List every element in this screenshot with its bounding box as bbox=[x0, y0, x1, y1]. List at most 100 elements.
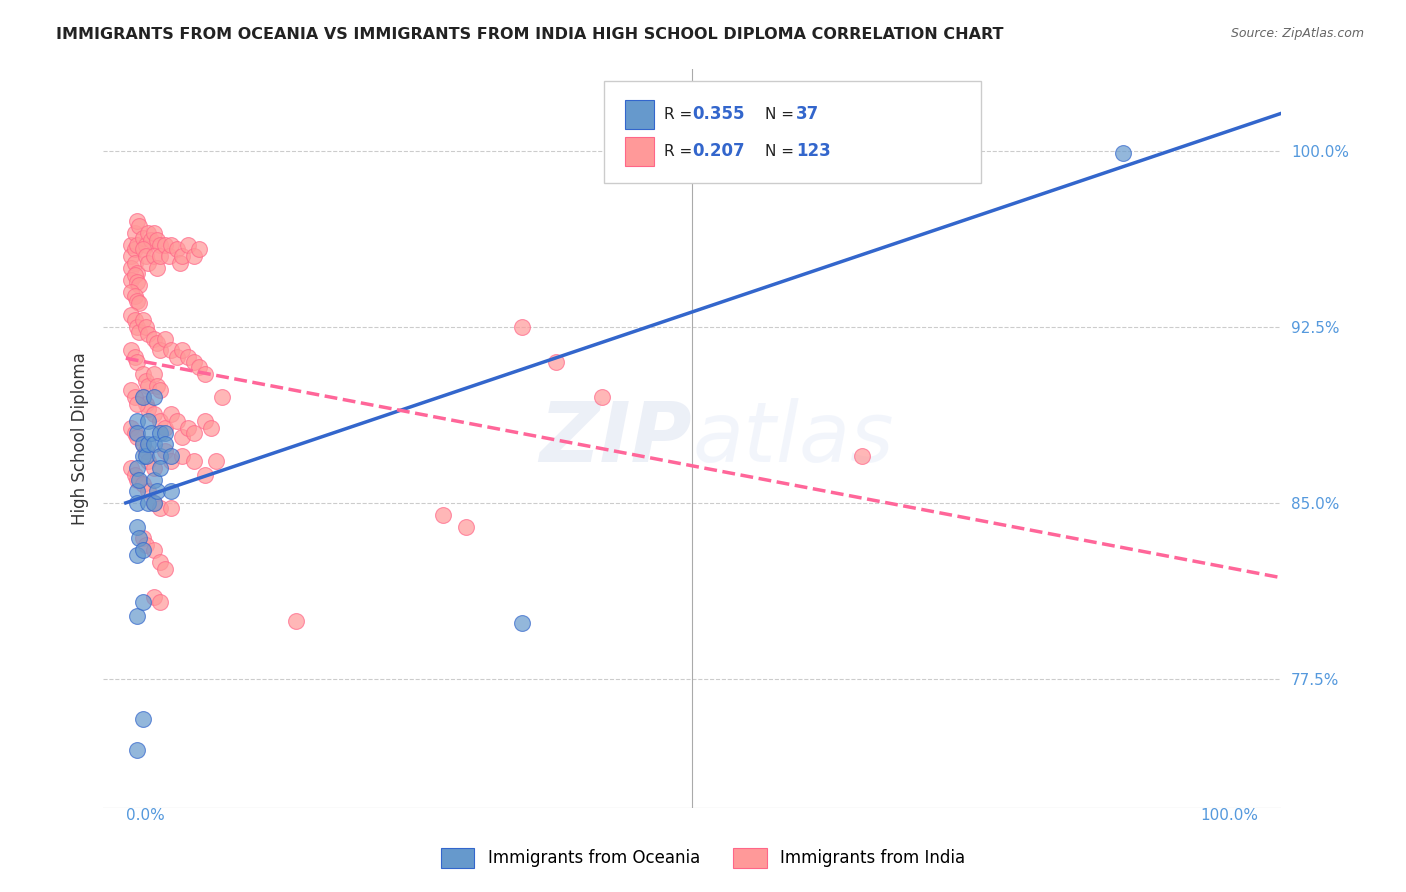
Immigrants from India bbox=[132, 532, 155, 546]
Immigrants from India bbox=[120, 461, 142, 475]
Immigrants from India bbox=[160, 407, 183, 421]
Immigrants from Oceania bbox=[127, 461, 149, 475]
Immigrants from Oceania bbox=[127, 414, 149, 428]
Immigrants from India bbox=[135, 444, 157, 458]
Immigrants from Oceania bbox=[132, 391, 155, 405]
Immigrants from India bbox=[127, 266, 149, 280]
Immigrants from India bbox=[138, 256, 160, 270]
Text: IMMIGRANTS FROM OCEANIA VS IMMIGRANTS FROM INDIA HIGH SCHOOL DIPLOMA CORRELATION: IMMIGRANTS FROM OCEANIA VS IMMIGRANTS FR… bbox=[56, 27, 1004, 42]
Immigrants from India bbox=[149, 237, 172, 252]
Immigrants from India bbox=[128, 219, 150, 233]
Immigrants from India bbox=[149, 414, 172, 428]
Immigrants from India bbox=[132, 391, 155, 405]
Immigrants from Oceania bbox=[155, 425, 177, 440]
Immigrants from India bbox=[138, 226, 160, 240]
Immigrants from India bbox=[177, 351, 200, 365]
Immigrants from India bbox=[155, 332, 177, 346]
Immigrants from India bbox=[127, 355, 149, 369]
Immigrants from India bbox=[155, 421, 177, 435]
Immigrants from India bbox=[546, 355, 568, 369]
Immigrants from Oceania bbox=[127, 548, 149, 562]
Immigrants from India bbox=[146, 233, 169, 247]
Immigrants from Oceania bbox=[143, 391, 166, 405]
Legend: Immigrants from Oceania, Immigrants from India: Immigrants from Oceania, Immigrants from… bbox=[434, 841, 972, 875]
Immigrants from Oceania bbox=[132, 595, 155, 609]
Immigrants from Oceania bbox=[138, 496, 160, 510]
Immigrants from India bbox=[155, 562, 177, 576]
FancyBboxPatch shape bbox=[626, 100, 654, 129]
Immigrants from India bbox=[135, 249, 157, 263]
Immigrants from India bbox=[127, 320, 149, 334]
Immigrants from India bbox=[188, 359, 211, 374]
Immigrants from India bbox=[160, 500, 183, 515]
Immigrants from India bbox=[200, 421, 222, 435]
Immigrants from India bbox=[132, 437, 155, 451]
Text: ZIP: ZIP bbox=[540, 398, 692, 479]
Immigrants from India bbox=[143, 226, 166, 240]
Immigrants from India bbox=[169, 256, 191, 270]
Text: R =: R = bbox=[664, 144, 697, 159]
FancyBboxPatch shape bbox=[603, 81, 981, 183]
Immigrants from India bbox=[146, 336, 169, 351]
Y-axis label: High School Diploma: High School Diploma bbox=[72, 352, 89, 524]
Immigrants from India bbox=[143, 590, 166, 604]
Immigrants from India bbox=[149, 384, 172, 398]
Text: 100.0%: 100.0% bbox=[1201, 808, 1258, 823]
Immigrants from Oceania bbox=[143, 473, 166, 487]
Immigrants from Oceania bbox=[127, 743, 149, 757]
Immigrants from Oceania bbox=[127, 608, 149, 623]
Immigrants from Oceania bbox=[138, 437, 160, 451]
Immigrants from India bbox=[172, 449, 194, 463]
Immigrants from India bbox=[135, 538, 157, 552]
Text: R =: R = bbox=[664, 107, 697, 122]
Text: 37: 37 bbox=[796, 105, 820, 123]
Immigrants from India bbox=[138, 454, 160, 468]
Immigrants from India bbox=[183, 249, 205, 263]
Immigrants from Oceania bbox=[127, 519, 149, 533]
Immigrants from India bbox=[120, 285, 142, 299]
Immigrants from India bbox=[172, 430, 194, 444]
Immigrants from Oceania bbox=[138, 414, 160, 428]
Immigrants from India bbox=[591, 391, 613, 405]
Immigrants from Oceania bbox=[132, 543, 155, 558]
Immigrants from Oceania bbox=[127, 496, 149, 510]
Immigrants from India bbox=[205, 454, 228, 468]
Immigrants from Oceania bbox=[1111, 146, 1133, 161]
Immigrants from Oceania bbox=[143, 437, 166, 451]
Text: 0.207: 0.207 bbox=[692, 143, 745, 161]
Text: 123: 123 bbox=[796, 143, 831, 161]
Immigrants from India bbox=[138, 326, 160, 341]
Immigrants from India bbox=[166, 414, 188, 428]
Immigrants from Oceania bbox=[149, 425, 172, 440]
Immigrants from India bbox=[127, 397, 149, 411]
Immigrants from India bbox=[120, 343, 142, 358]
Immigrants from India bbox=[128, 277, 150, 292]
Immigrants from India bbox=[120, 261, 142, 276]
Immigrants from India bbox=[138, 484, 160, 499]
Immigrants from India bbox=[166, 351, 188, 365]
Immigrants from Oceania bbox=[127, 484, 149, 499]
Immigrants from India bbox=[188, 243, 211, 257]
Immigrants from India bbox=[127, 430, 149, 444]
Immigrants from India bbox=[124, 351, 146, 365]
Immigrants from Oceania bbox=[160, 484, 183, 499]
Immigrants from Oceania bbox=[139, 425, 162, 440]
Immigrants from India bbox=[211, 391, 233, 405]
Immigrants from India bbox=[124, 289, 146, 303]
Immigrants from India bbox=[160, 343, 183, 358]
Immigrants from Oceania bbox=[510, 615, 533, 630]
Immigrants from India bbox=[143, 496, 166, 510]
Immigrants from India bbox=[138, 402, 160, 417]
Immigrants from India bbox=[149, 343, 172, 358]
Immigrants from Oceania bbox=[132, 449, 155, 463]
Immigrants from India bbox=[135, 374, 157, 388]
Immigrants from India bbox=[127, 473, 149, 487]
Text: 0.355: 0.355 bbox=[692, 105, 745, 123]
Immigrants from India bbox=[183, 355, 205, 369]
Immigrants from Oceania bbox=[127, 425, 149, 440]
Text: Source: ZipAtlas.com: Source: ZipAtlas.com bbox=[1230, 27, 1364, 40]
Immigrants from India bbox=[149, 595, 172, 609]
Immigrants from Oceania bbox=[155, 437, 177, 451]
Immigrants from India bbox=[155, 444, 177, 458]
Immigrants from India bbox=[157, 249, 180, 263]
